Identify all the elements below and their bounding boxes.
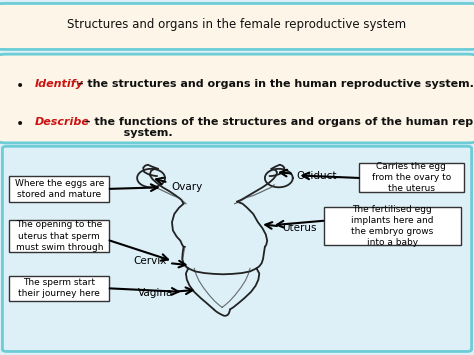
FancyBboxPatch shape xyxy=(359,163,464,192)
Text: •: • xyxy=(16,78,25,93)
FancyBboxPatch shape xyxy=(324,207,461,245)
Text: The opening to the
uterus that sperm
must swim through: The opening to the uterus that sperm mus… xyxy=(16,220,103,252)
Text: Describe: Describe xyxy=(35,116,90,127)
Text: Identify: Identify xyxy=(35,78,84,89)
FancyBboxPatch shape xyxy=(9,176,109,202)
Text: Oviduct: Oviduct xyxy=(280,170,337,181)
FancyBboxPatch shape xyxy=(0,4,474,49)
Text: – the functions of the structures and organs of the human reproductive
         : – the functions of the structures and or… xyxy=(82,116,474,138)
Text: Uterus: Uterus xyxy=(265,222,317,233)
FancyBboxPatch shape xyxy=(0,54,474,143)
Text: Where the eggs are
stored and mature: Where the eggs are stored and mature xyxy=(15,179,104,199)
FancyBboxPatch shape xyxy=(9,220,109,252)
FancyBboxPatch shape xyxy=(9,275,109,301)
Text: Carries the egg
from the ovary to
the uterus: Carries the egg from the ovary to the ut… xyxy=(372,162,451,193)
Text: The fertilised egg
implants here and
the embryo grows
into a baby: The fertilised egg implants here and the… xyxy=(351,204,434,247)
FancyBboxPatch shape xyxy=(2,146,472,351)
Text: Cervix: Cervix xyxy=(133,256,185,267)
Text: •: • xyxy=(16,116,25,131)
Text: – the structures and organs in the human reproductive system.: – the structures and organs in the human… xyxy=(74,78,474,89)
Text: Ovary: Ovary xyxy=(156,178,202,192)
Text: The sperm start
their journey here: The sperm start their journey here xyxy=(18,278,100,299)
Text: Vagina: Vagina xyxy=(137,288,192,298)
Text: Structures and organs in the female reproductive system: Structures and organs in the female repr… xyxy=(67,17,407,31)
